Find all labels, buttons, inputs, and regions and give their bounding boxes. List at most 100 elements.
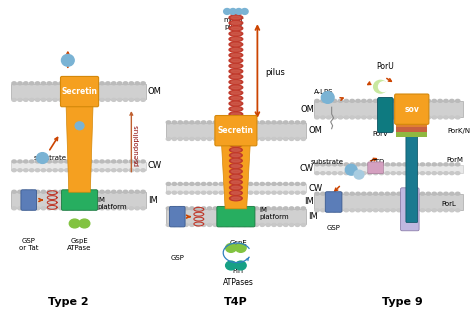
Ellipse shape bbox=[283, 121, 288, 124]
Ellipse shape bbox=[18, 82, 22, 85]
Ellipse shape bbox=[426, 100, 430, 102]
Ellipse shape bbox=[409, 209, 413, 212]
Ellipse shape bbox=[229, 142, 242, 147]
Ellipse shape bbox=[184, 183, 188, 185]
Ellipse shape bbox=[254, 183, 259, 185]
Ellipse shape bbox=[229, 96, 243, 100]
Text: ATPases: ATPases bbox=[223, 278, 254, 287]
Ellipse shape bbox=[82, 207, 87, 210]
Ellipse shape bbox=[172, 121, 176, 124]
Ellipse shape bbox=[301, 183, 306, 185]
Ellipse shape bbox=[231, 43, 241, 46]
Ellipse shape bbox=[196, 207, 200, 210]
Ellipse shape bbox=[229, 21, 243, 25]
Text: OM: OM bbox=[308, 126, 322, 135]
Ellipse shape bbox=[229, 123, 243, 128]
Ellipse shape bbox=[248, 121, 253, 124]
Ellipse shape bbox=[219, 191, 223, 194]
Ellipse shape bbox=[231, 191, 235, 194]
Ellipse shape bbox=[260, 183, 264, 185]
Ellipse shape bbox=[385, 100, 390, 102]
Ellipse shape bbox=[254, 191, 259, 194]
Ellipse shape bbox=[231, 183, 235, 185]
Ellipse shape bbox=[231, 118, 241, 121]
Ellipse shape bbox=[320, 192, 325, 195]
Ellipse shape bbox=[385, 192, 390, 195]
Ellipse shape bbox=[327, 100, 331, 102]
Ellipse shape bbox=[231, 159, 240, 162]
Ellipse shape bbox=[207, 207, 212, 210]
Ellipse shape bbox=[118, 207, 122, 210]
Ellipse shape bbox=[362, 163, 366, 166]
Ellipse shape bbox=[59, 207, 63, 210]
Ellipse shape bbox=[450, 209, 454, 212]
Text: Secretin: Secretin bbox=[218, 126, 254, 135]
Text: GSP: GSP bbox=[170, 255, 184, 261]
Ellipse shape bbox=[344, 163, 348, 166]
Ellipse shape bbox=[231, 27, 241, 30]
Ellipse shape bbox=[456, 209, 460, 212]
Ellipse shape bbox=[106, 160, 110, 163]
FancyBboxPatch shape bbox=[62, 190, 98, 210]
Ellipse shape bbox=[82, 169, 87, 172]
Ellipse shape bbox=[24, 207, 28, 210]
Ellipse shape bbox=[374, 100, 378, 102]
Ellipse shape bbox=[24, 169, 28, 172]
Ellipse shape bbox=[73, 160, 86, 165]
Ellipse shape bbox=[231, 129, 241, 132]
Ellipse shape bbox=[231, 154, 240, 157]
Ellipse shape bbox=[123, 82, 128, 85]
Ellipse shape bbox=[225, 191, 229, 194]
Text: GSP: GSP bbox=[327, 225, 340, 232]
Ellipse shape bbox=[362, 172, 366, 175]
Ellipse shape bbox=[438, 209, 442, 212]
Ellipse shape bbox=[73, 133, 86, 138]
Ellipse shape bbox=[426, 192, 430, 195]
Ellipse shape bbox=[229, 53, 243, 58]
Ellipse shape bbox=[41, 98, 46, 101]
Ellipse shape bbox=[53, 207, 57, 210]
Ellipse shape bbox=[73, 149, 86, 154]
Ellipse shape bbox=[135, 169, 139, 172]
Ellipse shape bbox=[24, 190, 28, 193]
Ellipse shape bbox=[231, 176, 240, 178]
Ellipse shape bbox=[254, 207, 259, 210]
Ellipse shape bbox=[12, 82, 16, 85]
Ellipse shape bbox=[414, 209, 419, 212]
Ellipse shape bbox=[59, 190, 63, 193]
Ellipse shape bbox=[432, 116, 437, 119]
Ellipse shape bbox=[272, 121, 276, 124]
Ellipse shape bbox=[409, 192, 413, 195]
Ellipse shape bbox=[36, 82, 40, 85]
Bar bbox=[396, 127, 428, 132]
Ellipse shape bbox=[190, 224, 194, 226]
Ellipse shape bbox=[88, 169, 92, 172]
Ellipse shape bbox=[123, 98, 128, 101]
Ellipse shape bbox=[166, 137, 171, 141]
Ellipse shape bbox=[75, 140, 84, 142]
Ellipse shape bbox=[196, 224, 200, 226]
Ellipse shape bbox=[231, 192, 240, 194]
Ellipse shape bbox=[260, 224, 264, 226]
Ellipse shape bbox=[236, 244, 246, 252]
Ellipse shape bbox=[64, 160, 69, 163]
Ellipse shape bbox=[75, 122, 84, 130]
Ellipse shape bbox=[71, 190, 75, 193]
Ellipse shape bbox=[332, 163, 337, 166]
Ellipse shape bbox=[260, 191, 264, 194]
Ellipse shape bbox=[135, 98, 139, 101]
FancyBboxPatch shape bbox=[21, 190, 36, 210]
Ellipse shape bbox=[178, 207, 182, 210]
Ellipse shape bbox=[420, 116, 425, 119]
Ellipse shape bbox=[141, 190, 145, 193]
Ellipse shape bbox=[172, 207, 176, 210]
Ellipse shape bbox=[196, 121, 200, 124]
Ellipse shape bbox=[111, 169, 116, 172]
Ellipse shape bbox=[111, 98, 116, 101]
Ellipse shape bbox=[350, 172, 355, 175]
Ellipse shape bbox=[73, 107, 86, 111]
Ellipse shape bbox=[444, 116, 448, 119]
Ellipse shape bbox=[438, 163, 442, 166]
Ellipse shape bbox=[123, 190, 128, 193]
Ellipse shape bbox=[420, 209, 425, 212]
